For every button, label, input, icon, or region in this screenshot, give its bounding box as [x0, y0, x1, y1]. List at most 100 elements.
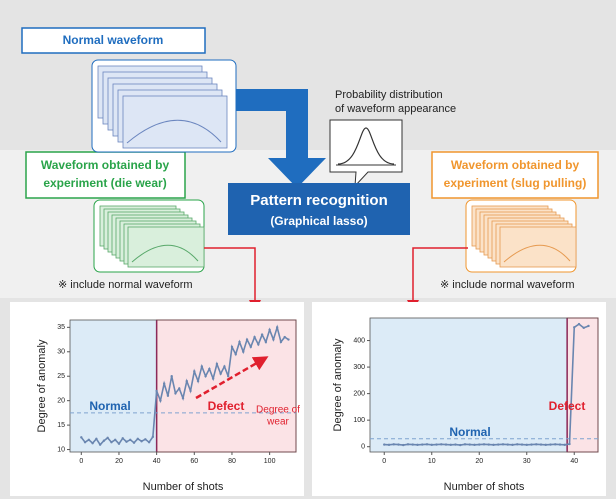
x-tick-label: 20	[115, 458, 123, 465]
data-point	[238, 341, 240, 343]
data-point	[159, 399, 161, 401]
data-point	[223, 365, 225, 367]
y-tick-label: 25	[57, 373, 65, 380]
waveform-card	[128, 227, 204, 267]
wear-label: Degree of	[256, 405, 300, 416]
y-tick-label: 0	[361, 444, 365, 451]
data-point	[540, 443, 542, 445]
data-point	[257, 343, 259, 345]
data-point	[526, 444, 528, 446]
probability-text: Probability distribution	[335, 89, 443, 101]
data-point	[261, 333, 263, 335]
y-tick-label: 300	[353, 364, 365, 371]
data-point	[464, 443, 466, 445]
data-point	[393, 443, 395, 445]
note-left: ※ include normal waveform	[58, 279, 193, 291]
data-point	[114, 439, 116, 441]
data-point	[284, 336, 286, 338]
data-point	[208, 368, 210, 370]
data-point	[280, 341, 282, 343]
data-point	[516, 443, 518, 445]
data-point	[435, 443, 437, 445]
y-axis-label: Degree of anomaly	[332, 338, 344, 431]
data-point	[488, 443, 490, 445]
data-point	[421, 443, 423, 445]
data-point	[559, 443, 561, 445]
data-point	[201, 365, 203, 367]
data-point	[118, 442, 120, 444]
data-point	[578, 323, 580, 325]
data-point	[152, 436, 154, 438]
data-point	[450, 444, 452, 446]
data-point	[242, 351, 244, 353]
x-tick-label: 60	[190, 458, 198, 465]
x-tick-label: 20	[475, 458, 483, 465]
data-point	[545, 444, 547, 446]
data-point	[511, 444, 513, 446]
data-point	[412, 443, 414, 445]
data-point	[216, 363, 218, 365]
data-point	[103, 440, 105, 442]
data-point	[246, 338, 248, 340]
defect-label: Defect	[549, 399, 586, 413]
data-point	[507, 443, 509, 445]
data-point	[227, 375, 229, 377]
data-point	[219, 373, 221, 375]
method-text: (Graphical lasso)	[270, 214, 367, 228]
data-point	[148, 441, 150, 443]
data-point	[388, 444, 390, 446]
y-tick-label: 400	[353, 337, 365, 344]
data-point	[250, 346, 252, 348]
pattern-text: Pattern recognition	[250, 192, 388, 209]
probability-text: of waveform appearance	[335, 103, 456, 115]
data-point	[84, 441, 86, 443]
data-point	[407, 443, 409, 445]
data-point	[204, 375, 206, 377]
data-point	[473, 444, 475, 446]
normal-label: Normal	[89, 399, 130, 413]
data-point	[383, 443, 385, 445]
data-point	[167, 395, 169, 397]
slug-text: experiment (slug pulling)	[444, 176, 587, 190]
data-point	[573, 326, 575, 328]
slug-text: Waveform obtained by	[451, 158, 580, 172]
y-tick-label: 30	[57, 349, 65, 356]
y-tick-label: 20	[57, 398, 65, 405]
data-point	[182, 397, 184, 399]
data-point	[564, 444, 566, 446]
data-point	[397, 443, 399, 445]
die-wear-text: Waveform obtained by	[41, 158, 170, 172]
data-point	[521, 443, 523, 445]
data-point	[416, 444, 418, 446]
x-tick-label: 10	[428, 458, 436, 465]
data-point	[483, 443, 485, 445]
x-tick-label: 40	[153, 458, 161, 465]
data-point	[122, 437, 124, 439]
data-point	[554, 443, 556, 445]
data-point	[459, 444, 461, 446]
data-point	[445, 443, 447, 445]
data-point	[402, 444, 404, 446]
data-point	[583, 327, 585, 329]
data-point	[91, 442, 93, 444]
data-point	[171, 375, 173, 377]
data-point	[535, 443, 537, 445]
data-point	[144, 438, 146, 440]
defect-region	[157, 320, 296, 452]
data-point	[163, 382, 165, 384]
data-point	[568, 443, 570, 445]
data-point	[431, 444, 433, 446]
data-point	[174, 392, 176, 394]
data-point	[253, 336, 255, 338]
data-point	[197, 380, 199, 382]
die-wear-text: experiment (die wear)	[43, 176, 166, 190]
data-point	[155, 390, 157, 392]
x-axis-label: Number of shots	[444, 481, 525, 493]
defect-label: Defect	[208, 399, 245, 413]
y-axis-label: Degree of anomaly	[36, 339, 48, 432]
x-tick-label: 80	[228, 458, 236, 465]
data-point	[189, 390, 191, 392]
data-point	[426, 443, 428, 445]
data-point	[502, 443, 504, 445]
waveform-card	[500, 227, 576, 267]
